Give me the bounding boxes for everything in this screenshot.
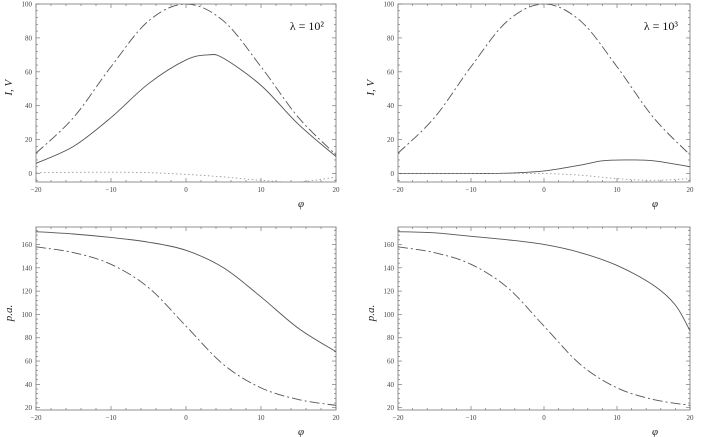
x-tick-label: 10	[614, 414, 622, 422]
y-tick-label: 160	[22, 241, 33, 249]
y-tick-label: 40	[387, 381, 395, 389]
series-line-solid	[36, 54, 336, 164]
x-axis-label: φ	[652, 198, 658, 210]
y-axis-label: p.a.	[365, 305, 377, 323]
y-tick-label: 20	[25, 404, 33, 412]
y-tick-label: 80	[25, 334, 33, 342]
panel-1: −20 −10 0 10 20 0 20 40 60 80 100 φ I, V λ = 10²	[3, 1, 340, 211]
x-tick-label: −10	[106, 414, 117, 422]
x-tick-label: −20	[393, 414, 404, 422]
x-tick-label: 0	[184, 414, 188, 422]
y-tick-label: 140	[22, 264, 33, 272]
y-tick-label: 60	[387, 358, 395, 366]
x-axis-label: φ	[652, 426, 658, 437]
x-tick-label: 20	[687, 186, 695, 194]
panel-4: −20 −10 0 10 20 20 40 60 80 100 120 140 160 φ p.a.	[365, 226, 695, 437]
x-axis-label: φ	[298, 426, 304, 437]
series-line-dotted	[398, 172, 690, 181]
x-axis-label: φ	[298, 198, 304, 210]
x-tick-label: 10	[258, 186, 266, 194]
x-tick-label: 20	[333, 414, 341, 422]
series-line-dashed	[398, 4, 690, 156]
y-tick-label: 0	[29, 170, 33, 178]
y-tick-label: 80	[387, 334, 395, 342]
y-tick-label: 140	[384, 264, 395, 272]
series-line-dashed	[398, 246, 690, 406]
x-tick-label: 20	[333, 186, 341, 194]
x-tick-label: 20	[687, 414, 695, 422]
panel-annotation: λ = 10²	[290, 19, 325, 33]
y-tick-label: 100	[22, 1, 33, 9]
y-tick-label: 120	[22, 288, 33, 296]
panel-3: −20 −10 0 10 20 20 40 60 80 100 120 140 160 φ p.a.	[3, 226, 341, 437]
x-tick-label: 10	[614, 186, 622, 194]
x-tick-label: −10	[106, 186, 117, 194]
y-tick-label: 160	[384, 241, 395, 249]
x-tick-label: −10	[466, 414, 477, 422]
x-tick-label: −20	[31, 414, 42, 422]
y-axis-label: p.a.	[3, 305, 15, 323]
series-line-dotted	[36, 171, 336, 182]
y-tick-label: 100	[384, 1, 395, 9]
panel-annotation: λ = 10³	[644, 19, 679, 33]
y-tick-label: 80	[25, 34, 33, 42]
y-tick-label: 40	[25, 102, 33, 110]
panel-2: −20 −10 0 10 20 0 20 40 60 80 100 φ I, V λ = 10³	[365, 1, 694, 211]
series-line-dashed	[36, 246, 336, 406]
y-axis-label: I, V	[3, 78, 15, 96]
y-tick-label: 80	[387, 34, 395, 42]
y-tick-label: 20	[387, 404, 395, 412]
y-tick-label: 60	[25, 358, 33, 366]
y-tick-label: 100	[22, 311, 33, 319]
x-tick-label: −20	[31, 186, 42, 194]
x-tick-label: 0	[184, 186, 188, 194]
y-tick-label: 60	[25, 68, 33, 76]
y-tick-label: 20	[387, 136, 395, 144]
series-line-solid	[398, 159, 690, 174]
x-tick-label: 10	[258, 414, 266, 422]
y-axis-label: I, V	[365, 78, 377, 96]
y-tick-label: 40	[25, 381, 33, 389]
series-line-solid	[36, 231, 336, 353]
y-tick-label: 60	[387, 68, 395, 76]
x-tick-label: −20	[393, 186, 404, 194]
y-tick-label: 20	[25, 136, 33, 144]
series-line-solid	[398, 231, 690, 331]
y-tick-label: 100	[384, 311, 395, 319]
x-tick-label: −10	[466, 186, 477, 194]
x-tick-label: 0	[542, 186, 546, 194]
series-line-dashed	[36, 4, 336, 156]
y-tick-label: 0	[391, 170, 395, 178]
y-tick-label: 40	[387, 102, 395, 110]
y-tick-label: 120	[384, 288, 395, 296]
x-tick-label: 0	[542, 414, 546, 422]
